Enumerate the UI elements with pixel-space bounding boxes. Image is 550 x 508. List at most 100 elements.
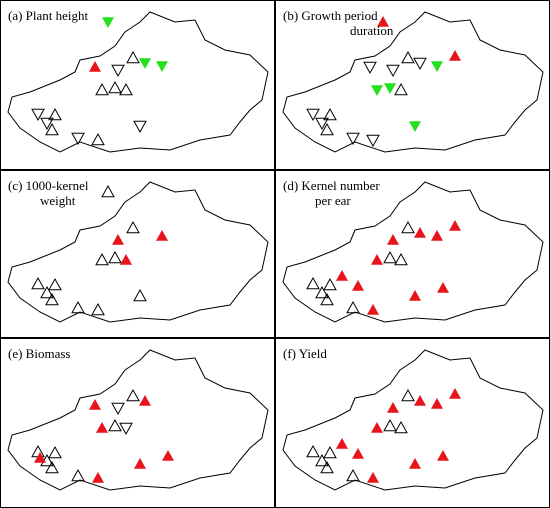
site-marker — [139, 58, 151, 69]
site-marker — [414, 227, 426, 238]
site-marker — [111, 402, 125, 416]
site-marker — [31, 276, 45, 290]
site-marker — [89, 61, 101, 72]
site-marker — [48, 107, 62, 121]
site-marker — [71, 300, 85, 314]
site-marker — [323, 277, 337, 291]
site-marker — [449, 50, 461, 61]
site-marker — [34, 452, 46, 463]
site-marker — [366, 134, 380, 148]
site-marker — [126, 388, 140, 402]
site-marker — [371, 422, 383, 433]
site-marker — [401, 50, 415, 64]
site-marker — [133, 120, 147, 134]
panel-label: (f) Yield — [283, 346, 327, 361]
site-marker — [367, 304, 379, 315]
site-marker — [383, 418, 397, 432]
site-marker — [437, 282, 449, 293]
site-marker — [413, 57, 427, 71]
site-marker — [414, 395, 426, 406]
panel-border — [0, 170, 275, 338]
site-marker — [346, 132, 360, 146]
site-marker — [449, 388, 461, 399]
site-marker — [323, 445, 337, 459]
site-marker — [336, 438, 348, 449]
panel-border — [275, 338, 550, 508]
site-marker — [401, 388, 415, 402]
panel: (f) Yield — [275, 338, 550, 508]
site-marker — [386, 64, 400, 78]
panel-label: (a) Plant height — [8, 8, 89, 23]
site-marker — [102, 17, 114, 28]
site-marker — [320, 460, 334, 474]
region-outline — [282, 11, 544, 153]
site-marker — [112, 234, 124, 245]
site-marker — [320, 122, 334, 136]
site-marker — [108, 250, 122, 264]
panel-label: (b) Growth period — [283, 8, 378, 23]
site-marker — [367, 472, 379, 483]
site-marker — [409, 290, 421, 301]
site-marker — [401, 220, 415, 234]
site-marker — [31, 108, 45, 122]
site-marker — [92, 472, 104, 483]
site-marker — [156, 230, 168, 241]
panel-label: (c) 1000-kernel — [8, 178, 89, 193]
region-outline — [7, 349, 269, 491]
site-marker — [91, 132, 105, 146]
site-marker — [95, 82, 109, 96]
site-marker — [387, 402, 399, 413]
panel-label: weight — [40, 193, 76, 208]
panel: (e) Biomass — [0, 338, 275, 508]
site-marker — [315, 453, 329, 467]
site-marker — [363, 61, 377, 75]
site-marker — [431, 61, 443, 72]
site-marker — [40, 117, 54, 131]
site-marker — [45, 292, 59, 306]
panel-border — [0, 338, 275, 508]
site-marker — [95, 252, 109, 266]
site-marker — [120, 254, 132, 265]
site-marker — [346, 300, 360, 314]
site-marker — [306, 108, 320, 122]
site-marker — [346, 468, 360, 482]
site-marker — [101, 184, 115, 198]
site-marker — [431, 398, 443, 409]
site-marker — [45, 122, 59, 136]
site-marker — [431, 230, 443, 241]
site-marker — [96, 422, 108, 433]
site-marker — [352, 280, 364, 291]
site-marker — [31, 444, 45, 458]
site-marker — [315, 117, 329, 131]
site-marker — [336, 270, 348, 281]
panel-label: duration — [350, 23, 394, 38]
site-marker — [371, 85, 383, 96]
site-marker — [394, 82, 408, 96]
region-outline — [282, 349, 544, 491]
site-marker — [323, 107, 337, 121]
site-marker — [162, 450, 174, 461]
site-marker — [394, 420, 408, 434]
site-marker — [306, 444, 320, 458]
site-marker — [91, 302, 105, 316]
site-marker — [108, 80, 122, 94]
site-marker — [352, 448, 364, 459]
site-marker — [111, 64, 125, 78]
site-marker — [89, 399, 101, 410]
site-marker — [306, 276, 320, 290]
panel: (a) Plant height — [0, 0, 275, 170]
site-marker — [133, 288, 147, 302]
panel-label: (e) Biomass — [8, 346, 70, 361]
site-marker — [139, 395, 151, 406]
region-outline — [7, 11, 269, 153]
site-marker — [71, 132, 85, 146]
site-marker — [394, 252, 408, 266]
site-marker — [45, 460, 59, 474]
site-marker — [437, 450, 449, 461]
site-marker — [315, 285, 329, 299]
site-marker — [48, 445, 62, 459]
site-marker — [108, 418, 122, 432]
